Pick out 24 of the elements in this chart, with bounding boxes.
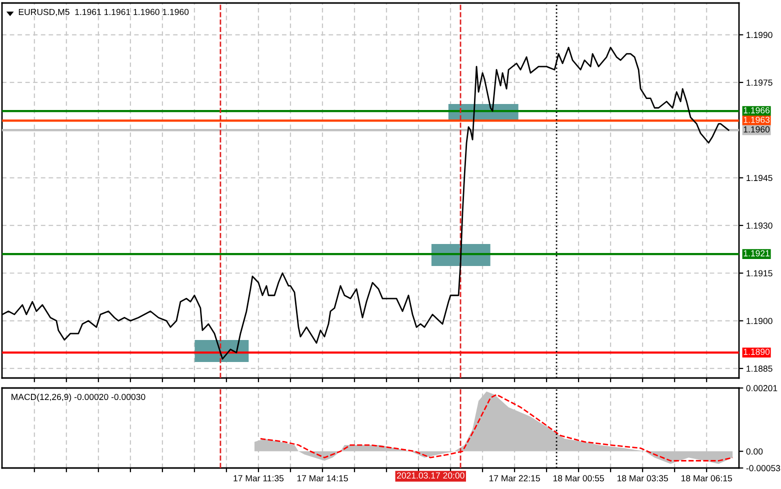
y-tick-label: 1.1930 (746, 222, 772, 229)
x-tick-label: 17 Mar 22:15 (489, 475, 540, 482)
text: MACD(12,26,9) -0.00020 -0.00030 (12, 394, 146, 402)
x-tick-label: 18 Mar 06:15 (681, 475, 732, 482)
y-tick-label: 1.1885 (746, 366, 772, 372)
x-tick-label: 17 Mar 11:35 (234, 475, 284, 482)
x-tick-label: 17 Mar 14:15 (297, 475, 348, 482)
y-tick-label: 1.1915 (746, 270, 772, 276)
ref-line-label: 1.1966 (744, 107, 770, 114)
y-tick-label: -0.00053 (746, 465, 780, 472)
y-tick-label: 1.1990 (746, 32, 772, 38)
ref-line-label: 1.1921 (744, 250, 770, 256)
x-tick-label: 18 Mar 00:55 (553, 475, 604, 482)
y-tick-label: 1.1900 (746, 318, 772, 324)
y-tick-label: 0.00201 (746, 385, 778, 392)
x-tick-label: 18 Mar 03:35 (617, 475, 668, 482)
ref-line-label: 1.1890 (744, 348, 770, 355)
ref-line-label: 1.1963 (744, 116, 770, 123)
ref-line-label: 2021.03.17 20:00 (397, 472, 464, 479)
y-tick-label: 0.00 (746, 448, 763, 455)
y-tick-label: 1.1945 (746, 174, 772, 182)
text: EURUSD,M5 1.1961 1.1961 1.1960 1.1960 (18, 8, 189, 16)
ref-line-label: 1.1960 (744, 126, 770, 132)
y-tick-label: 1.1975 (746, 80, 772, 86)
